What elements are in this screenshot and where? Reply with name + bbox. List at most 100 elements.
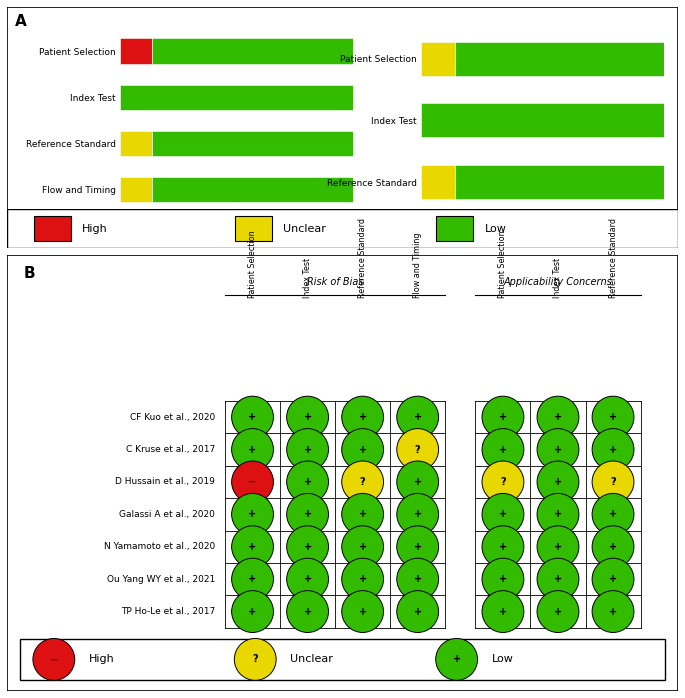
Text: +: + [609, 542, 617, 551]
Text: Unclear: Unclear [290, 655, 333, 664]
Ellipse shape [232, 396, 273, 438]
Ellipse shape [482, 493, 524, 535]
Text: ?: ? [610, 477, 616, 487]
Ellipse shape [342, 396, 384, 438]
Bar [153, 177, 353, 202]
Bar [120, 84, 353, 110]
Text: +: + [499, 412, 507, 422]
Text: High: High [89, 655, 114, 664]
Ellipse shape [592, 526, 634, 567]
Text: +: + [249, 607, 257, 616]
Ellipse shape [397, 461, 438, 503]
FancyBboxPatch shape [7, 7, 678, 248]
Text: +: + [499, 510, 507, 519]
Text: Patient Selection: Patient Selection [248, 230, 257, 297]
Text: Low: Low [492, 655, 513, 664]
Text: +: + [358, 445, 366, 454]
Text: +: + [303, 477, 312, 487]
Text: +: + [499, 607, 507, 616]
Ellipse shape [287, 493, 329, 535]
Text: −: − [50, 655, 58, 664]
Ellipse shape [592, 591, 634, 632]
Text: D Hussain et al., 2019: D Hussain et al., 2019 [115, 477, 215, 487]
FancyBboxPatch shape [21, 639, 664, 680]
Ellipse shape [482, 558, 524, 600]
Ellipse shape [232, 558, 273, 600]
Ellipse shape [482, 526, 524, 567]
Ellipse shape [234, 639, 276, 681]
Ellipse shape [592, 429, 634, 470]
Text: +: + [249, 542, 257, 551]
Ellipse shape [397, 429, 438, 470]
Text: +: + [414, 510, 422, 519]
Bar [421, 42, 456, 75]
Ellipse shape [592, 558, 634, 600]
Text: Applicability Concerns: Applicability Concerns [503, 276, 612, 287]
Ellipse shape [287, 558, 329, 600]
Text: +: + [303, 445, 312, 454]
Text: Patient Selection: Patient Selection [499, 230, 508, 297]
Text: +: + [303, 542, 312, 551]
Ellipse shape [537, 591, 579, 632]
Ellipse shape [33, 639, 75, 681]
Text: C Kruse et al., 2017: C Kruse et al., 2017 [126, 445, 215, 454]
Text: +: + [414, 542, 422, 551]
X-axis label: Risk of Bias: Risk of Bias [206, 237, 266, 246]
Ellipse shape [287, 526, 329, 567]
Text: −: − [249, 477, 257, 487]
Bar [120, 177, 153, 202]
Ellipse shape [397, 591, 438, 632]
Text: ?: ? [360, 477, 366, 487]
Ellipse shape [592, 396, 634, 438]
Ellipse shape [342, 493, 384, 535]
Ellipse shape [482, 429, 524, 470]
Text: +: + [358, 412, 366, 422]
Bar [120, 38, 153, 64]
Text: +: + [358, 542, 366, 551]
Text: +: + [414, 607, 422, 616]
Text: ?: ? [500, 477, 506, 487]
FancyBboxPatch shape [34, 216, 71, 241]
Text: N Yamamoto et al., 2020: N Yamamoto et al., 2020 [103, 542, 215, 551]
Ellipse shape [482, 461, 524, 503]
Text: Unclear: Unclear [284, 223, 326, 234]
Text: +: + [554, 542, 562, 551]
Text: +: + [249, 412, 257, 422]
Ellipse shape [342, 461, 384, 503]
Text: Ou Yang WY et al., 2021: Ou Yang WY et al., 2021 [107, 574, 215, 584]
FancyBboxPatch shape [235, 216, 272, 241]
Ellipse shape [287, 461, 329, 503]
Text: ?: ? [252, 655, 258, 664]
Ellipse shape [342, 526, 384, 567]
Text: +: + [303, 607, 312, 616]
Ellipse shape [232, 493, 273, 535]
Text: +: + [554, 607, 562, 616]
Ellipse shape [592, 493, 634, 535]
Text: +: + [609, 574, 617, 584]
Text: +: + [554, 574, 562, 584]
Text: TP Ho-Le et al., 2017: TP Ho-Le et al., 2017 [121, 607, 215, 616]
Text: +: + [303, 510, 312, 519]
Text: +: + [303, 412, 312, 422]
Text: +: + [609, 445, 617, 454]
Text: +: + [499, 445, 507, 454]
Ellipse shape [342, 429, 384, 470]
Text: Index Test: Index Test [553, 258, 562, 297]
Bar [456, 42, 664, 75]
Text: +: + [358, 574, 366, 584]
Text: Reference Standard: Reference Standard [608, 218, 618, 297]
Text: +: + [554, 445, 562, 454]
Text: +: + [554, 510, 562, 519]
Text: +: + [358, 510, 366, 519]
Bar [153, 38, 353, 64]
Text: Galassi A et al., 2020: Galassi A et al., 2020 [119, 510, 215, 519]
Text: +: + [414, 574, 422, 584]
Text: +: + [249, 574, 257, 584]
Text: CF Kuo et al., 2020: CF Kuo et al., 2020 [129, 413, 215, 422]
Text: A: A [15, 14, 27, 29]
Text: +: + [609, 412, 617, 422]
Ellipse shape [232, 526, 273, 567]
Ellipse shape [287, 429, 329, 470]
Ellipse shape [537, 461, 579, 503]
Text: Index Test: Index Test [303, 258, 312, 297]
